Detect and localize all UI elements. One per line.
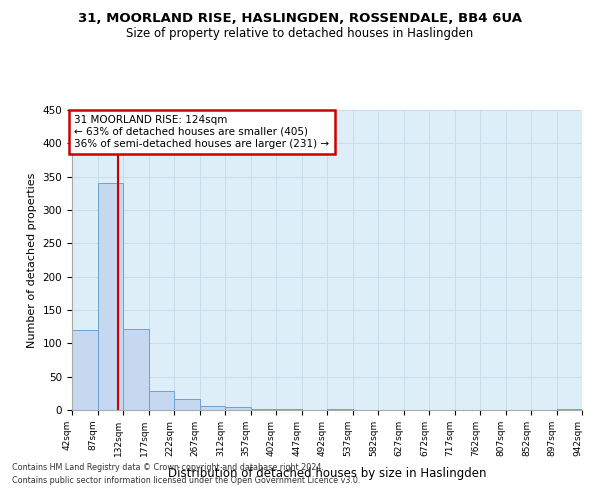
Bar bbox=[174, 398, 199, 410]
Bar bbox=[199, 406, 225, 410]
Text: 31, MOORLAND RISE, HASLINGDEN, ROSSENDALE, BB4 6UA: 31, MOORLAND RISE, HASLINGDEN, ROSSENDAL… bbox=[78, 12, 522, 26]
Text: Contains public sector information licensed under the Open Government Licence v3: Contains public sector information licen… bbox=[12, 476, 361, 485]
Bar bbox=[557, 408, 582, 410]
Y-axis label: Number of detached properties: Number of detached properties bbox=[27, 172, 37, 348]
Text: Size of property relative to detached houses in Haslingden: Size of property relative to detached ho… bbox=[127, 28, 473, 40]
Text: Contains HM Land Registry data © Crown copyright and database right 2024.: Contains HM Land Registry data © Crown c… bbox=[12, 464, 324, 472]
X-axis label: Distribution of detached houses by size in Haslingden: Distribution of detached houses by size … bbox=[168, 467, 486, 480]
Bar bbox=[123, 328, 149, 410]
Bar bbox=[72, 330, 97, 410]
Bar bbox=[97, 184, 123, 410]
Bar bbox=[149, 392, 174, 410]
Bar bbox=[225, 408, 251, 410]
Text: 31 MOORLAND RISE: 124sqm
← 63% of detached houses are smaller (405)
36% of semi-: 31 MOORLAND RISE: 124sqm ← 63% of detach… bbox=[74, 116, 329, 148]
